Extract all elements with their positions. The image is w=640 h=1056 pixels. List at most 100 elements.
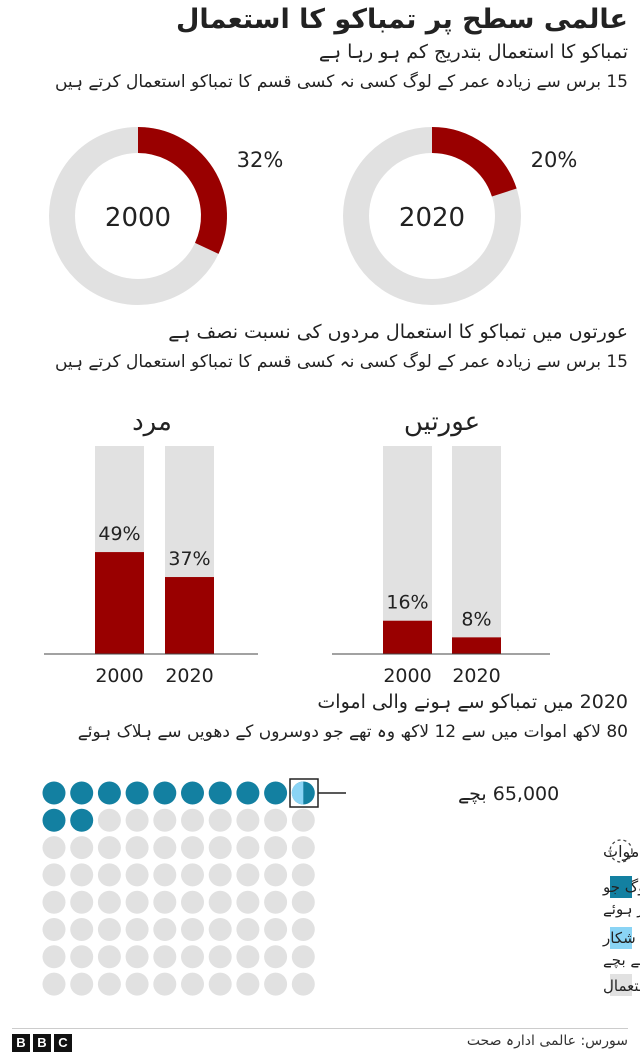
donut-value-label: 32%: [237, 148, 284, 172]
bar-value-label: 49%: [98, 523, 140, 545]
waffle-dot: [42, 781, 66, 805]
waffle-dot: [181, 945, 204, 969]
waffle-dot: [97, 890, 121, 914]
waffle-dot: [42, 836, 66, 860]
bar: [383, 620, 432, 654]
donut-slice: [137, 127, 227, 254]
bar-year-label: 2000: [95, 665, 143, 687]
bar-year-label: 2000: [383, 665, 431, 687]
waffle-dot: [125, 836, 149, 860]
waffle-dot: [236, 781, 260, 805]
waffle-dot: [208, 945, 232, 969]
waffle-dot: [236, 918, 260, 941]
waffle-dot: [153, 918, 177, 941]
waffle-dot: [125, 781, 149, 805]
waffle-dot: [236, 972, 260, 996]
waffle-dot: [70, 890, 94, 914]
waffle-children-fraction: [291, 781, 304, 805]
bar-background: [383, 446, 432, 654]
waffle-dot: [181, 972, 204, 996]
waffle-dot: [208, 836, 232, 860]
waffle-chart: [42, 781, 315, 996]
waffle-dot: [236, 836, 260, 860]
section3-heading: 2020 میں تمباکو سے ہونے والی اموات: [317, 691, 628, 713]
waffle-dot: [264, 781, 288, 805]
section3-description: 80 لاکھ اموات میں سے 12 لاکھ وہ تھے جو د…: [77, 722, 628, 742]
waffle-dot: [70, 972, 94, 996]
waffle-dot: [97, 863, 121, 887]
bar-value-label: 37%: [168, 548, 210, 570]
waffle-dot: [42, 890, 66, 914]
waffle-dot: [264, 918, 288, 941]
waffle-dot: [42, 972, 66, 996]
donut-year-label: 2000: [105, 203, 171, 233]
waffle-dot: [70, 836, 94, 860]
women-label: عورتیں: [404, 407, 480, 437]
section1-heading: تمباکو کا استعمال بتدریج کم ہو رہا ہے: [318, 41, 628, 63]
waffle-dot: [208, 890, 232, 914]
waffle-dot: [264, 808, 288, 832]
legend-scale-swatch: [609, 839, 633, 863]
waffle-dot: [181, 808, 204, 832]
waffle-dot: [291, 836, 315, 860]
waffle-dot: [153, 890, 177, 914]
section2-description: 15 برس سے زیادہ عمر کے لوگ کسی نہ کسی قس…: [54, 352, 628, 372]
logo-letter: C: [54, 1034, 72, 1052]
waffle-dot: [70, 808, 94, 832]
bar: [95, 552, 144, 654]
waffle-dot: [125, 918, 149, 941]
waffle-dot: [97, 945, 121, 969]
waffle-dot: [42, 918, 66, 941]
donut-value-label: 20%: [531, 148, 578, 172]
bar: [165, 577, 214, 654]
waffle-dot: [181, 781, 204, 805]
waffle-dot: [70, 945, 94, 969]
waffle-dot: [236, 945, 260, 969]
waffle-dot: [125, 808, 149, 832]
waffle-dot: [236, 808, 260, 832]
bar-value-label: 16%: [386, 592, 428, 614]
waffle-dot: [153, 836, 177, 860]
legend-direct-label: تمباکو کا براہ راست استعمال: [603, 977, 640, 995]
waffle-dot: [42, 945, 66, 969]
men-label: مرد: [132, 407, 172, 437]
waffle-dot: [70, 781, 94, 805]
source-note: سورس: عالمی ادارہ صحت: [466, 1033, 628, 1049]
waffle-dot: [264, 945, 288, 969]
waffle-dot: [153, 863, 177, 887]
section1-description: 15 برس سے زیادہ عمر کے لوگ کسی نہ کسی قس…: [54, 72, 628, 92]
waffle-dot: [181, 863, 204, 887]
waffle-dot: [42, 808, 66, 832]
waffle-dot: [208, 808, 232, 832]
waffle-dot: [208, 918, 232, 941]
donut-slice: [431, 127, 517, 197]
legend-direct-swatch: [610, 974, 632, 996]
page-title: عالمی سطح پر تمباکو کا استعمال: [176, 4, 628, 35]
donut-charts: 2000 32% 2020 20%: [49, 127, 578, 305]
waffle-dot: [291, 972, 315, 996]
bbc-logo: B B C: [12, 1034, 72, 1052]
section2-heading: عورتوں میں تمباکو کا استعمال مردوں کی نس…: [168, 321, 628, 343]
bar-background: [452, 446, 501, 654]
waffle-dot: [208, 781, 232, 805]
waffle-dot: [97, 781, 121, 805]
waffle-dot: [70, 863, 94, 887]
waffle-dot: [264, 836, 288, 860]
waffle-dot: [236, 890, 260, 914]
waffle-dot: [291, 945, 315, 969]
waffle-dot: [153, 781, 177, 805]
waffle-dot: [70, 918, 94, 941]
waffle-dot: [42, 863, 66, 887]
waffle-dot: [291, 808, 315, 832]
bar-charts: 49% 2000 37% 2020 16% 2000 8% 2020: [95, 446, 501, 687]
waffle-dot: [125, 890, 149, 914]
footer-divider: [12, 1028, 628, 1029]
waffle-dot: [153, 972, 177, 996]
bar-year-label: 2020: [452, 665, 500, 687]
logo-letter: B: [33, 1034, 51, 1052]
waffle-dot: [291, 918, 315, 941]
waffle-dot: [236, 863, 260, 887]
waffle-dot: [153, 945, 177, 969]
